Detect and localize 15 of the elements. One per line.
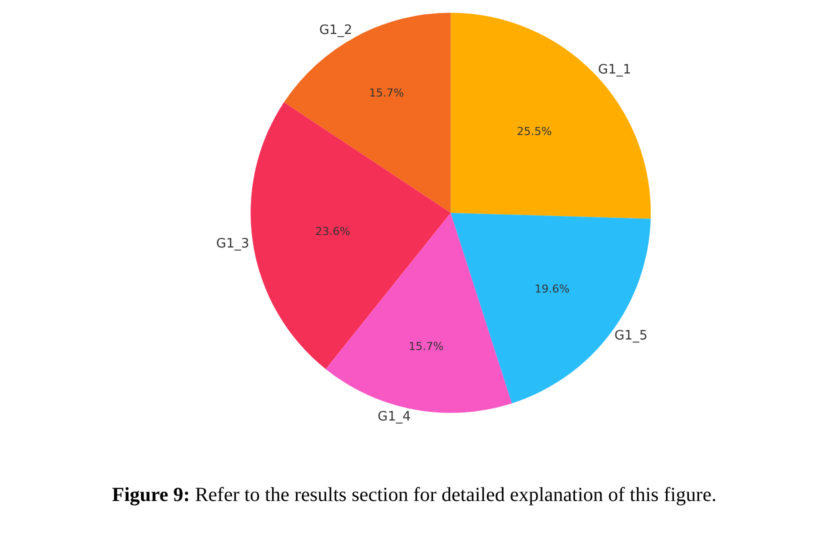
pie-slice [284,12,451,213]
pie-slice [250,102,451,370]
data-label: 15.7% [368,86,404,100]
slice-label: G1_4 [378,409,411,424]
pie-slice [450,12,651,219]
data-label: 19.6% [534,282,570,296]
caption: Figure 9: Refer to the results section for detailed explanation of this figure. [112,484,716,506]
slice-label: G1_3 [216,236,250,252]
slice-label: G1_5 [614,328,648,344]
slice-label: G1_1 [598,62,632,78]
data-label: 25.5% [516,125,552,138]
data-label: 15.7% [408,340,444,353]
data-label: 23.6% [315,224,350,238]
slice-label: G1_2 [319,23,352,38]
pie-slice [450,212,651,404]
